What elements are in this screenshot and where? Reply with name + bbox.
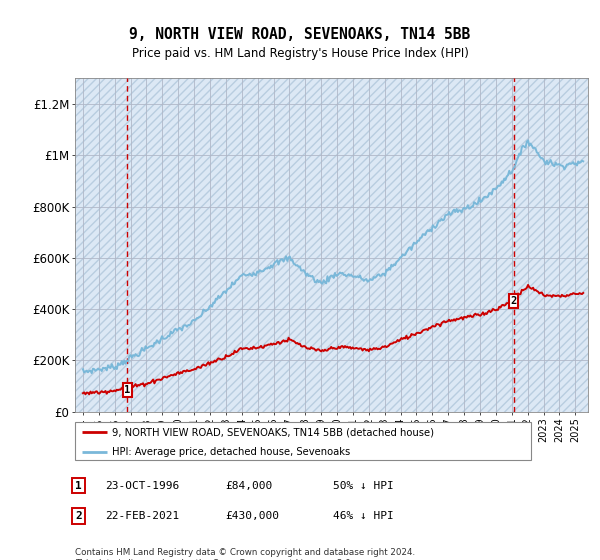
Text: 50% ↓ HPI: 50% ↓ HPI [333, 480, 394, 491]
Text: 2: 2 [511, 296, 517, 306]
Text: 46% ↓ HPI: 46% ↓ HPI [333, 511, 394, 521]
Text: £430,000: £430,000 [225, 511, 279, 521]
Text: Contains HM Land Registry data © Crown copyright and database right 2024.
This d: Contains HM Land Registry data © Crown c… [75, 548, 415, 560]
FancyBboxPatch shape [75, 422, 531, 460]
Text: Price paid vs. HM Land Registry's House Price Index (HPI): Price paid vs. HM Land Registry's House … [131, 46, 469, 60]
Text: 23-OCT-1996: 23-OCT-1996 [105, 480, 179, 491]
Text: 2: 2 [75, 511, 82, 521]
FancyBboxPatch shape [123, 383, 132, 397]
Text: 1: 1 [75, 480, 82, 491]
Text: HPI: Average price, detached house, Sevenoaks: HPI: Average price, detached house, Seve… [112, 447, 350, 457]
Text: 9, NORTH VIEW ROAD, SEVENOAKS, TN14 5BB (detached house): 9, NORTH VIEW ROAD, SEVENOAKS, TN14 5BB … [112, 427, 434, 437]
Text: 9, NORTH VIEW ROAD, SEVENOAKS, TN14 5BB: 9, NORTH VIEW ROAD, SEVENOAKS, TN14 5BB [130, 27, 470, 42]
Text: £84,000: £84,000 [225, 480, 272, 491]
Text: 22-FEB-2021: 22-FEB-2021 [105, 511, 179, 521]
FancyBboxPatch shape [509, 295, 518, 309]
Text: 1: 1 [124, 385, 131, 395]
